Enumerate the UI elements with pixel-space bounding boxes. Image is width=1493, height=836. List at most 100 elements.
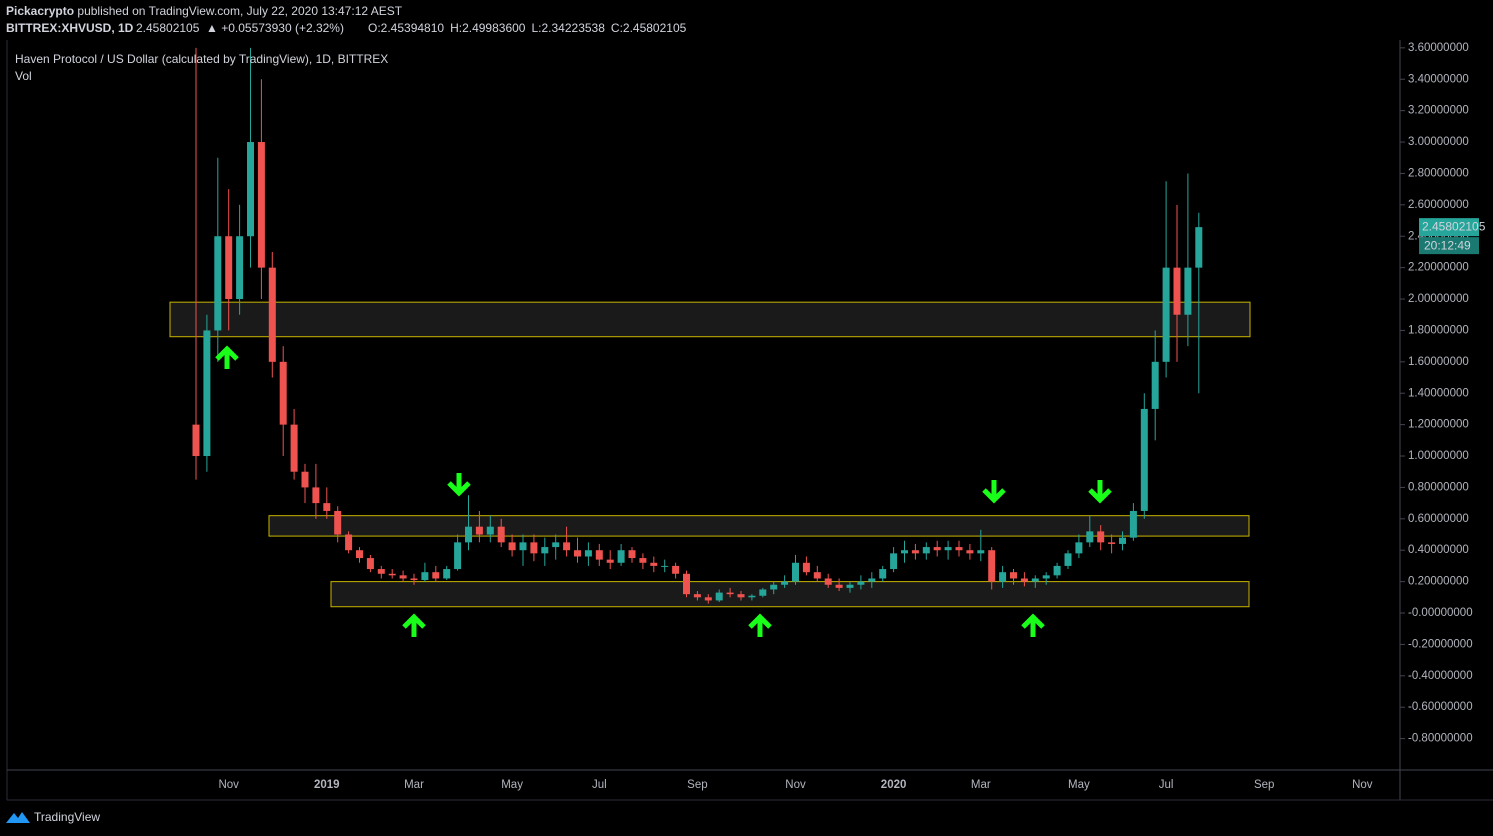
y-tick-label: -0.80000000 — [1408, 733, 1473, 745]
candle-body — [203, 330, 211, 457]
candle-body — [1042, 575, 1050, 579]
last-price-label: 2.45802105 — [1422, 219, 1486, 233]
y-tick-label: 0.40000000 — [1408, 544, 1469, 556]
x-tick-label: Mar — [971, 779, 991, 791]
candle-body — [1129, 510, 1137, 538]
candle-body — [1020, 578, 1028, 582]
candle-body — [737, 594, 745, 598]
y-tick-label: 3.60000000 — [1408, 42, 1469, 54]
candle-body — [247, 142, 254, 237]
x-tick-label: May — [501, 779, 523, 791]
candle-body — [650, 562, 658, 566]
candle-body — [225, 236, 233, 300]
y-tick-label: 2.00000000 — [1408, 293, 1469, 305]
candle-body — [1053, 565, 1061, 576]
y-tick-label: -0.00000000 — [1408, 607, 1473, 619]
candle-body — [1195, 227, 1203, 268]
candle-body — [519, 542, 527, 551]
candle-body — [824, 578, 832, 585]
y-tick-label: -0.40000000 — [1408, 670, 1473, 682]
up-arrow — [215, 345, 239, 369]
volume-label: Vol — [15, 69, 32, 83]
annotation-arrows — [215, 345, 1112, 637]
down-arrow — [982, 480, 1006, 504]
candle-body — [813, 572, 821, 579]
candle-body — [759, 589, 767, 596]
ohlc-label: L: — [531, 21, 541, 35]
brand: TradingView — [34, 810, 100, 824]
candle-body — [748, 595, 756, 598]
candle-body — [541, 547, 549, 554]
candle-body — [661, 565, 669, 567]
candle-body — [857, 581, 865, 585]
candle-body — [770, 584, 778, 590]
candle-body — [574, 550, 581, 557]
candle-body — [606, 559, 614, 563]
candle-body — [268, 267, 276, 362]
x-tick-label: Jul — [1159, 779, 1174, 791]
candle-body — [563, 542, 571, 551]
published: published on TradingView.com, July 22, 2… — [77, 4, 402, 18]
x-tick-label: Nov — [1352, 779, 1373, 791]
candle-body — [693, 594, 701, 598]
candle-body — [846, 584, 854, 588]
candle-body — [399, 575, 407, 579]
candle-body — [366, 558, 374, 570]
candle-body — [584, 550, 592, 557]
candle-body — [955, 547, 963, 551]
candle-body — [879, 569, 887, 579]
author: Pickacrypto — [6, 4, 74, 18]
candle-body — [475, 526, 483, 535]
candle-body — [552, 542, 560, 548]
candle-body — [628, 550, 636, 559]
candle-body — [966, 550, 974, 554]
candle-body — [922, 547, 930, 554]
candle-body — [1162, 267, 1170, 362]
x-tick-label: Sep — [1254, 779, 1274, 791]
candle-body — [1184, 267, 1192, 315]
candle-body — [1010, 572, 1017, 579]
candle-body — [334, 510, 342, 535]
legend-title: Haven Protocol / US Dollar (calculated b… — [15, 52, 388, 66]
last-price-badge — [1419, 218, 1479, 237]
candle-body — [345, 534, 353, 551]
candle-body — [301, 471, 309, 488]
candle-body — [323, 503, 331, 511]
candle-body — [1086, 531, 1094, 543]
y-tick-label: 0.80000000 — [1408, 481, 1469, 493]
countdown-badge — [1419, 237, 1479, 255]
x-tick-label: 2019 — [314, 779, 340, 791]
y-tick-label: 3.00000000 — [1408, 136, 1469, 148]
candle-body — [377, 569, 385, 574]
y-tick-label: 3.40000000 — [1408, 73, 1469, 85]
candle-body — [704, 597, 712, 601]
y-tick-label: -0.20000000 — [1408, 638, 1473, 650]
candle-body — [1108, 542, 1116, 544]
candle-body — [214, 236, 222, 331]
y-tick-label: 1.60000000 — [1408, 356, 1469, 368]
up-arrow — [402, 613, 426, 637]
candle-body — [192, 424, 200, 457]
candle-body — [1031, 578, 1039, 582]
candle-body — [432, 572, 440, 579]
candle-body — [421, 572, 429, 581]
plot — [169, 47, 1251, 608]
candle-body — [639, 558, 647, 563]
candle-body — [388, 573, 396, 576]
candle-body — [988, 550, 996, 582]
y-tick-label: 1.40000000 — [1408, 387, 1469, 399]
candle-body — [617, 550, 625, 563]
candle-body — [781, 581, 789, 585]
x-tick-label: 2020 — [881, 779, 907, 791]
candle-body — [1097, 531, 1105, 543]
candle-body — [683, 573, 690, 595]
candle-body — [933, 547, 941, 551]
candle-body — [911, 550, 919, 554]
candle-body — [236, 236, 244, 300]
candle-body — [868, 578, 876, 582]
candle-body — [977, 550, 985, 554]
y-tick-label: 1.20000000 — [1408, 419, 1469, 431]
x-tick-label: Mar — [404, 779, 424, 791]
down-arrow — [1088, 480, 1112, 504]
ohlc-value: 2.45394810 — [381, 21, 445, 35]
